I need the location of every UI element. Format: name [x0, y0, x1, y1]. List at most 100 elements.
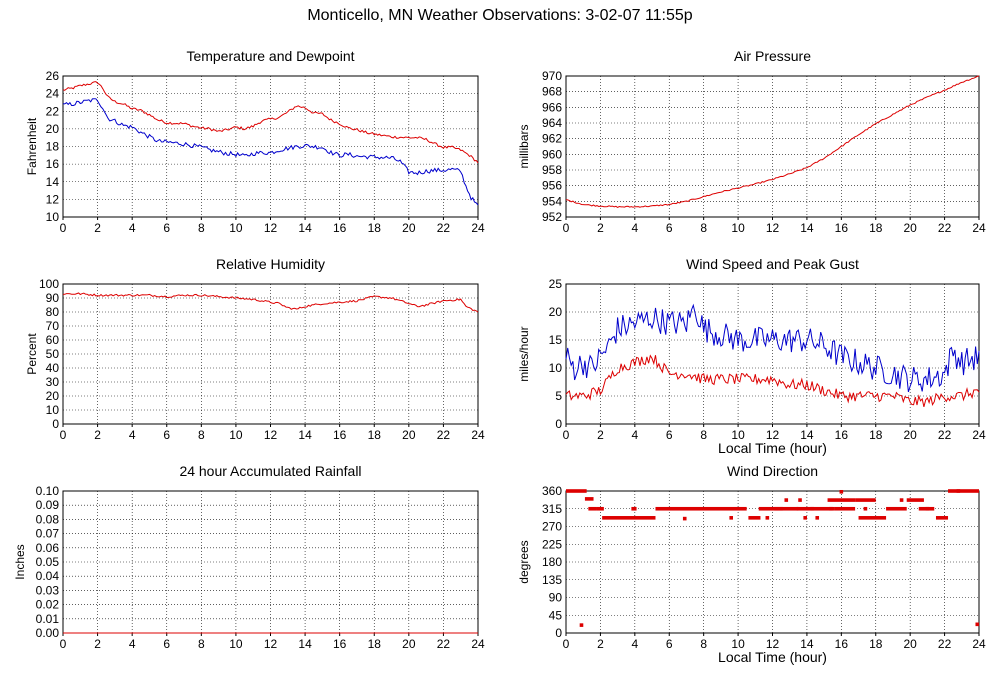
grid-lines: [566, 76, 979, 217]
y-tick-label: 966: [542, 100, 562, 114]
x-tick-label: 12: [766, 428, 780, 442]
y-tick-label: 180: [542, 555, 562, 569]
direction-run: [758, 506, 783, 511]
x-tick-label: 2: [94, 428, 101, 442]
x-tick-label: 6: [163, 221, 170, 235]
y-tick-label: 315: [542, 502, 562, 516]
x-tick-label: 2: [94, 637, 101, 651]
x-tick-label: 22: [437, 637, 451, 651]
direction-run: [810, 506, 835, 511]
y-axis-label: Inches: [13, 544, 27, 579]
series-line-0: [565, 75, 980, 208]
x-tick-label: 20: [903, 428, 917, 442]
x-tick-label: 6: [666, 221, 673, 235]
direction-point: [815, 516, 820, 520]
x-tick-label: 14: [298, 637, 312, 651]
y-tick-label: 20: [549, 305, 563, 319]
x-tick-label: 16: [333, 637, 347, 651]
direction-run: [948, 489, 979, 493]
direction-point: [784, 498, 789, 502]
y-tick-label: 956: [542, 179, 562, 193]
x-axis-label: Local Time (hour): [718, 649, 827, 665]
y-tick-label: 70: [46, 319, 60, 333]
chart-title: Air Pressure: [734, 48, 811, 64]
direction-run: [655, 506, 747, 511]
y-tick-label: 15: [549, 333, 563, 347]
x-tick-label: 4: [129, 637, 136, 651]
x-tick-label: 18: [368, 637, 382, 651]
direction-run: [834, 506, 856, 511]
x-tick-label: 12: [766, 637, 780, 651]
x-tick-label: 20: [402, 428, 416, 442]
x-tick-label: 4: [631, 637, 638, 651]
x-tick-label: 16: [835, 428, 849, 442]
x-tick-label: 18: [368, 428, 382, 442]
x-tick-label: 12: [264, 637, 278, 651]
x-tick-label: 4: [631, 221, 638, 235]
direction-run: [906, 498, 924, 502]
x-tick-label: 6: [666, 428, 673, 442]
x-tick-label: 20: [402, 221, 416, 235]
x-tick-label: 8: [198, 428, 205, 442]
x-tick-label: 10: [229, 428, 243, 442]
x-tick-label: 24: [471, 221, 485, 235]
direction-run: [584, 497, 594, 501]
main-title: Monticello, MN Weather Observations: 3-0…: [307, 7, 693, 24]
direction-point: [682, 516, 687, 521]
series-line-0: [565, 303, 980, 393]
x-tick-label: 22: [938, 428, 952, 442]
x-tick-label: 22: [938, 637, 952, 651]
chart-title: Wind Speed and Peak Gust: [686, 256, 859, 272]
x-tick-label: 6: [666, 637, 673, 651]
direction-point: [956, 489, 961, 493]
direction-run: [631, 506, 637, 511]
x-tick-label: 0: [563, 221, 570, 235]
y-tick-label: 26: [46, 69, 60, 83]
chart-title: Wind Direction: [727, 463, 818, 479]
x-tick-label: 10: [731, 221, 745, 235]
y-tick-label: 30: [46, 375, 60, 389]
x-tick-label: 18: [869, 221, 883, 235]
x-tick-label: 8: [198, 637, 205, 651]
x-tick-label: 20: [903, 637, 917, 651]
x-tick-label: 18: [869, 428, 883, 442]
x-tick-label: 4: [631, 428, 638, 442]
y-tick-label: 0.01: [36, 612, 60, 626]
y-axis-label: degrees: [517, 540, 531, 583]
y-tick-label: 970: [542, 69, 562, 83]
y-tick-label: 0.04: [36, 569, 60, 583]
y-tick-label: 50: [46, 347, 60, 361]
x-tick-label: 14: [298, 428, 312, 442]
x-tick-label: 16: [835, 637, 849, 651]
x-tick-label: 8: [700, 221, 707, 235]
y-tick-label: 0.02: [36, 598, 60, 612]
direction-point: [798, 498, 802, 502]
y-tick-label: 0: [52, 417, 59, 431]
direction-run: [935, 516, 949, 520]
direction-point: [863, 506, 868, 511]
x-tick-label: 2: [597, 637, 604, 651]
x-tick-label: 8: [700, 637, 707, 651]
x-tick-label: 24: [972, 637, 986, 651]
y-tick-label: 954: [542, 194, 562, 208]
y-tick-label: 0.08: [36, 512, 60, 526]
y-tick-label: 0: [555, 417, 562, 431]
x-tick-label: 14: [800, 637, 814, 651]
y-tick-label: 20: [46, 122, 60, 136]
x-tick-label: 10: [229, 637, 243, 651]
x-tick-label: 8: [198, 221, 205, 235]
direction-run: [748, 516, 761, 520]
chart-title: Temperature and Dewpoint: [186, 48, 354, 64]
y-tick-label: 60: [46, 333, 60, 347]
x-tick-label: 14: [800, 221, 814, 235]
x-tick-label: 0: [563, 428, 570, 442]
x-tick-label: 14: [800, 428, 814, 442]
y-tick-label: 16: [46, 157, 60, 171]
x-tick-label: 0: [60, 221, 67, 235]
y-tick-label: 90: [549, 591, 563, 605]
